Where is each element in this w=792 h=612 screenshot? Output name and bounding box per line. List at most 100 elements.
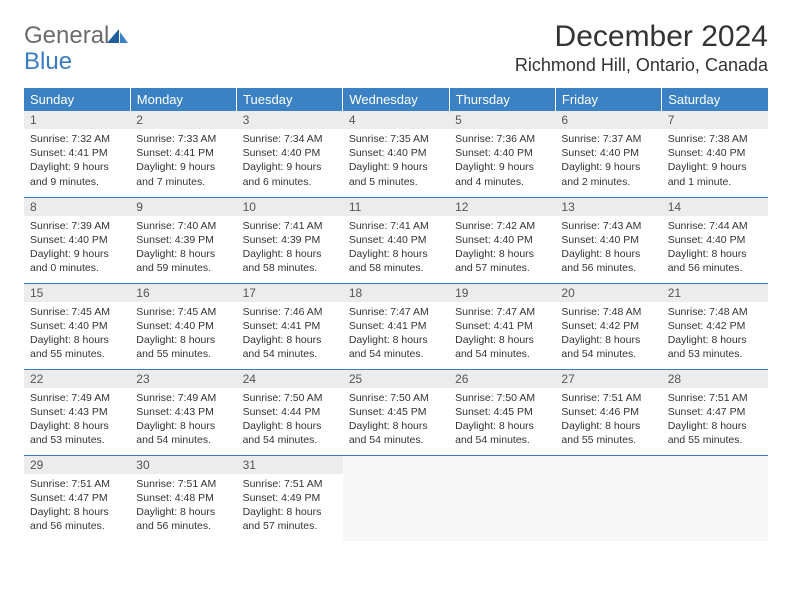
day-info: Sunrise: 7:49 AMSunset: 4:43 PMDaylight:… bbox=[130, 388, 236, 452]
calendar-table: Sunday Monday Tuesday Wednesday Thursday… bbox=[24, 88, 768, 541]
calendar-day-cell: 11Sunrise: 7:41 AMSunset: 4:40 PMDayligh… bbox=[343, 197, 449, 283]
calendar-day-cell: 25Sunrise: 7:50 AMSunset: 4:45 PMDayligh… bbox=[343, 369, 449, 455]
day-info: Sunrise: 7:48 AMSunset: 4:42 PMDaylight:… bbox=[662, 302, 768, 366]
sunset-text: Sunset: 4:41 PM bbox=[243, 319, 337, 333]
day-number: 17 bbox=[237, 284, 343, 302]
day-number: 8 bbox=[24, 198, 130, 216]
sunrise-text: Sunrise: 7:36 AM bbox=[455, 132, 549, 146]
calendar-day-cell: 23Sunrise: 7:49 AMSunset: 4:43 PMDayligh… bbox=[130, 369, 236, 455]
daylight-text: Daylight: 8 hours and 56 minutes. bbox=[561, 247, 655, 275]
sunrise-text: Sunrise: 7:47 AM bbox=[455, 305, 549, 319]
weekday-sunday: Sunday bbox=[24, 88, 130, 111]
day-info: Sunrise: 7:51 AMSunset: 4:49 PMDaylight:… bbox=[237, 474, 343, 538]
weekday-saturday: Saturday bbox=[662, 88, 768, 111]
daylight-text: Daylight: 8 hours and 54 minutes. bbox=[243, 333, 337, 361]
calendar-day-cell: 28Sunrise: 7:51 AMSunset: 4:47 PMDayligh… bbox=[662, 369, 768, 455]
calendar-day-cell: 7Sunrise: 7:38 AMSunset: 4:40 PMDaylight… bbox=[662, 111, 768, 197]
daylight-text: Daylight: 9 hours and 9 minutes. bbox=[30, 160, 124, 188]
sunrise-text: Sunrise: 7:38 AM bbox=[668, 132, 762, 146]
brand-text: General Blue bbox=[24, 24, 129, 74]
sunset-text: Sunset: 4:40 PM bbox=[668, 233, 762, 247]
day-info: Sunrise: 7:37 AMSunset: 4:40 PMDaylight:… bbox=[555, 129, 661, 193]
sunrise-text: Sunrise: 7:33 AM bbox=[136, 132, 230, 146]
daylight-text: Daylight: 8 hours and 55 minutes. bbox=[561, 419, 655, 447]
sunrise-text: Sunrise: 7:50 AM bbox=[455, 391, 549, 405]
calendar-day-cell: 9Sunrise: 7:40 AMSunset: 4:39 PMDaylight… bbox=[130, 197, 236, 283]
day-info: Sunrise: 7:41 AMSunset: 4:40 PMDaylight:… bbox=[343, 216, 449, 280]
day-number: 16 bbox=[130, 284, 236, 302]
calendar-day-cell: 12Sunrise: 7:42 AMSunset: 4:40 PMDayligh… bbox=[449, 197, 555, 283]
sunrise-text: Sunrise: 7:51 AM bbox=[136, 477, 230, 491]
month-title: December 2024 bbox=[515, 20, 768, 53]
sunset-text: Sunset: 4:39 PM bbox=[136, 233, 230, 247]
sunrise-text: Sunrise: 7:45 AM bbox=[136, 305, 230, 319]
daylight-text: Daylight: 8 hours and 56 minutes. bbox=[30, 505, 124, 533]
sunrise-text: Sunrise: 7:43 AM bbox=[561, 219, 655, 233]
calendar-day-cell: 8Sunrise: 7:39 AMSunset: 4:40 PMDaylight… bbox=[24, 197, 130, 283]
day-info: Sunrise: 7:46 AMSunset: 4:41 PMDaylight:… bbox=[237, 302, 343, 366]
day-info: Sunrise: 7:33 AMSunset: 4:41 PMDaylight:… bbox=[130, 129, 236, 193]
day-info: Sunrise: 7:39 AMSunset: 4:40 PMDaylight:… bbox=[24, 216, 130, 280]
calendar-day-cell: 26Sunrise: 7:50 AMSunset: 4:45 PMDayligh… bbox=[449, 369, 555, 455]
sunset-text: Sunset: 4:41 PM bbox=[455, 319, 549, 333]
calendar-empty-cell bbox=[662, 455, 768, 541]
location-text: Richmond Hill, Ontario, Canada bbox=[515, 55, 768, 76]
calendar-day-cell: 2Sunrise: 7:33 AMSunset: 4:41 PMDaylight… bbox=[130, 111, 236, 197]
brand-sail-icon bbox=[107, 26, 129, 50]
calendar-day-cell: 27Sunrise: 7:51 AMSunset: 4:46 PMDayligh… bbox=[555, 369, 661, 455]
daylight-text: Daylight: 8 hours and 57 minutes. bbox=[243, 505, 337, 533]
daylight-text: Daylight: 9 hours and 1 minute. bbox=[668, 160, 762, 188]
daylight-text: Daylight: 9 hours and 0 minutes. bbox=[30, 247, 124, 275]
day-info: Sunrise: 7:36 AMSunset: 4:40 PMDaylight:… bbox=[449, 129, 555, 193]
day-info: Sunrise: 7:32 AMSunset: 4:41 PMDaylight:… bbox=[24, 129, 130, 193]
day-info: Sunrise: 7:51 AMSunset: 4:46 PMDaylight:… bbox=[555, 388, 661, 452]
calendar-day-cell: 5Sunrise: 7:36 AMSunset: 4:40 PMDaylight… bbox=[449, 111, 555, 197]
calendar-empty-cell bbox=[449, 455, 555, 541]
day-number: 30 bbox=[130, 456, 236, 474]
weekday-monday: Monday bbox=[130, 88, 236, 111]
weekday-header-row: Sunday Monday Tuesday Wednesday Thursday… bbox=[24, 88, 768, 111]
sunrise-text: Sunrise: 7:51 AM bbox=[561, 391, 655, 405]
daylight-text: Daylight: 8 hours and 55 minutes. bbox=[30, 333, 124, 361]
sunrise-text: Sunrise: 7:51 AM bbox=[668, 391, 762, 405]
daylight-text: Daylight: 8 hours and 53 minutes. bbox=[30, 419, 124, 447]
calendar-day-cell: 29Sunrise: 7:51 AMSunset: 4:47 PMDayligh… bbox=[24, 455, 130, 541]
weekday-wednesday: Wednesday bbox=[343, 88, 449, 111]
calendar-day-cell: 16Sunrise: 7:45 AMSunset: 4:40 PMDayligh… bbox=[130, 283, 236, 369]
sunrise-text: Sunrise: 7:41 AM bbox=[349, 219, 443, 233]
sunset-text: Sunset: 4:40 PM bbox=[136, 319, 230, 333]
calendar-week-row: 8Sunrise: 7:39 AMSunset: 4:40 PMDaylight… bbox=[24, 197, 768, 283]
day-info: Sunrise: 7:51 AMSunset: 4:47 PMDaylight:… bbox=[24, 474, 130, 538]
day-number: 25 bbox=[343, 370, 449, 388]
day-info: Sunrise: 7:47 AMSunset: 4:41 PMDaylight:… bbox=[343, 302, 449, 366]
day-number: 6 bbox=[555, 111, 661, 129]
sunset-text: Sunset: 4:40 PM bbox=[30, 319, 124, 333]
day-number: 14 bbox=[662, 198, 768, 216]
daylight-text: Daylight: 8 hours and 56 minutes. bbox=[136, 505, 230, 533]
day-number: 18 bbox=[343, 284, 449, 302]
sunset-text: Sunset: 4:45 PM bbox=[455, 405, 549, 419]
day-number: 15 bbox=[24, 284, 130, 302]
sunset-text: Sunset: 4:45 PM bbox=[349, 405, 443, 419]
daylight-text: Daylight: 8 hours and 57 minutes. bbox=[455, 247, 549, 275]
day-info: Sunrise: 7:43 AMSunset: 4:40 PMDaylight:… bbox=[555, 216, 661, 280]
sunrise-text: Sunrise: 7:50 AM bbox=[243, 391, 337, 405]
day-number: 31 bbox=[237, 456, 343, 474]
day-info: Sunrise: 7:35 AMSunset: 4:40 PMDaylight:… bbox=[343, 129, 449, 193]
calendar-day-cell: 6Sunrise: 7:37 AMSunset: 4:40 PMDaylight… bbox=[555, 111, 661, 197]
daylight-text: Daylight: 8 hours and 55 minutes. bbox=[668, 419, 762, 447]
day-info: Sunrise: 7:50 AMSunset: 4:44 PMDaylight:… bbox=[237, 388, 343, 452]
daylight-text: Daylight: 8 hours and 58 minutes. bbox=[243, 247, 337, 275]
calendar-day-cell: 1Sunrise: 7:32 AMSunset: 4:41 PMDaylight… bbox=[24, 111, 130, 197]
day-info: Sunrise: 7:50 AMSunset: 4:45 PMDaylight:… bbox=[343, 388, 449, 452]
sunset-text: Sunset: 4:42 PM bbox=[561, 319, 655, 333]
day-number: 20 bbox=[555, 284, 661, 302]
calendar-day-cell: 18Sunrise: 7:47 AMSunset: 4:41 PMDayligh… bbox=[343, 283, 449, 369]
daylight-text: Daylight: 9 hours and 2 minutes. bbox=[561, 160, 655, 188]
calendar-day-cell: 21Sunrise: 7:48 AMSunset: 4:42 PMDayligh… bbox=[662, 283, 768, 369]
day-number: 5 bbox=[449, 111, 555, 129]
sunrise-text: Sunrise: 7:42 AM bbox=[455, 219, 549, 233]
day-number: 10 bbox=[237, 198, 343, 216]
day-number: 28 bbox=[662, 370, 768, 388]
daylight-text: Daylight: 9 hours and 6 minutes. bbox=[243, 160, 337, 188]
